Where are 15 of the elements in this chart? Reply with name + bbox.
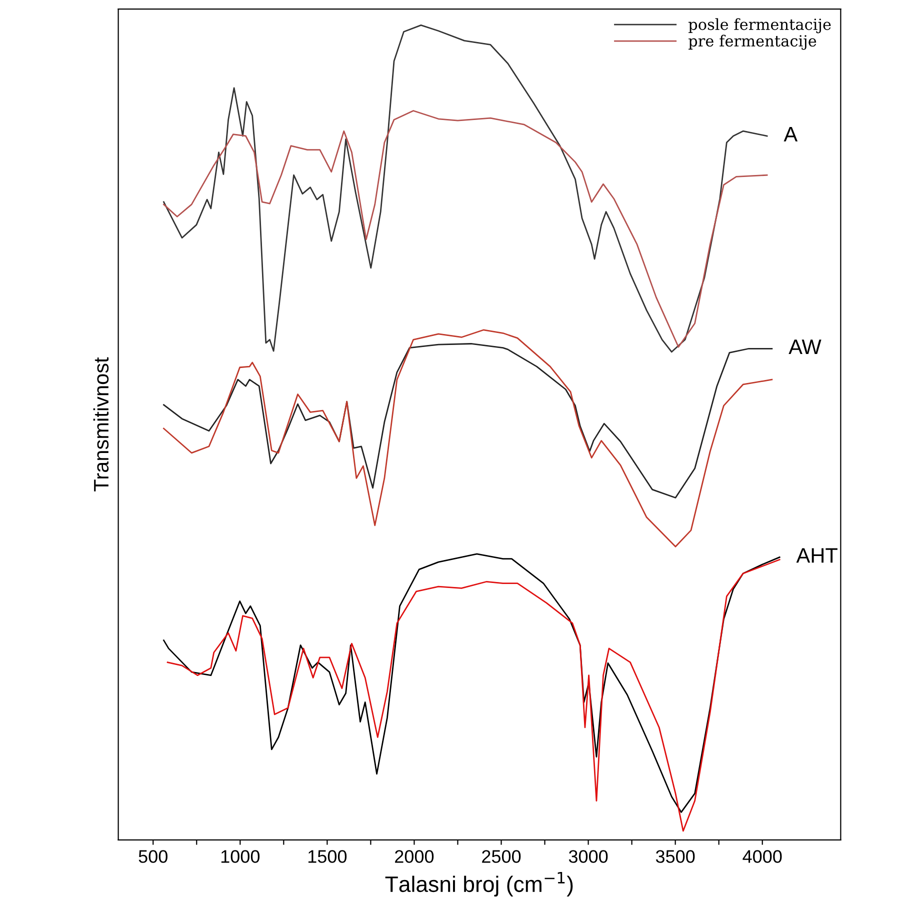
legend-label: posle fermentacije [688,18,831,34]
x-tick-label: 3000 [568,850,608,863]
y-axis-title: Transmitivnost [93,357,109,492]
x-tick-label: 1000 [221,850,260,863]
annotation: AW [788,340,822,354]
x-axis-title: Talasni broj (cm$^{−1}$) [385,872,573,896]
x-tick-label: 2000 [395,850,434,863]
annotation: AHT [796,548,838,563]
x-tick-label: 3500 [656,850,695,863]
x-tick-label: 4000 [742,850,782,863]
annotation: A [784,127,798,142]
x-tick-label: 1500 [308,850,347,863]
legend-label: pre fermentacije [688,34,816,50]
x-tick-label: 2500 [482,850,521,863]
x-tick-label: 500 [138,850,168,863]
